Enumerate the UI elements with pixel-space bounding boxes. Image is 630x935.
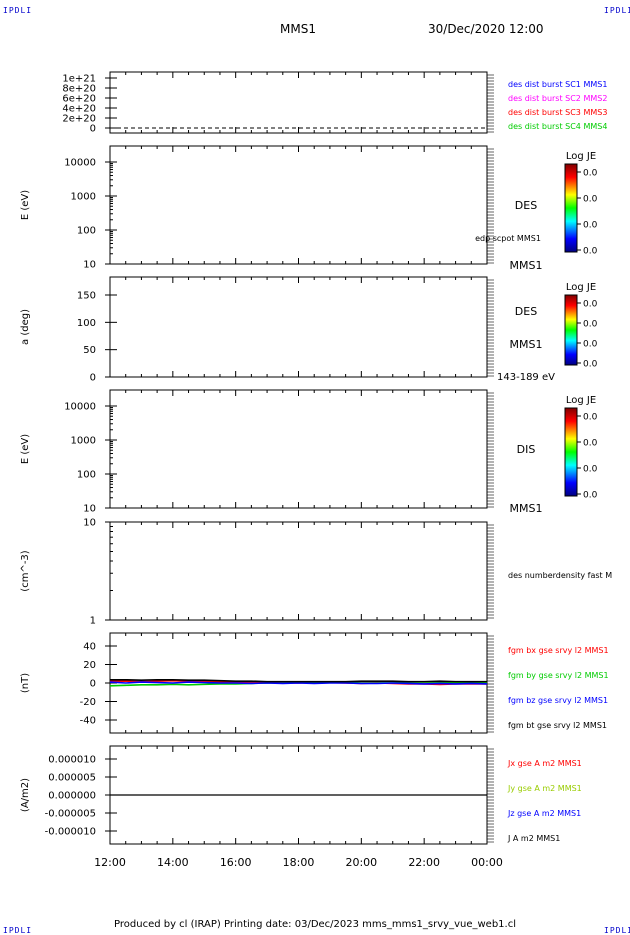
y-tick-label: 10 [83, 504, 96, 515]
y-tick-label: 0.000005 [48, 773, 96, 784]
y-tick-label: 6e+20 [62, 94, 96, 105]
y-tick-label: -20 [80, 697, 96, 708]
field-series-4 [110, 678, 487, 683]
x-tick-label: 14:00 [157, 856, 189, 869]
legend-6-4: fgm bt gse srvy l2 MMS1 [508, 721, 607, 730]
colorbar-3-tick-label: 0.0 [583, 320, 598, 330]
legend-6-2: fgm by gse srvy l2 MMS1 [508, 671, 609, 680]
legend-1-1: des dist burst SC1 MMS1 [508, 80, 607, 89]
x-tick-label: 00:00 [471, 856, 503, 869]
y-tick-label: 0 [90, 373, 96, 384]
corner-tag-bottom-left: IPDLI [3, 926, 33, 935]
x-tick-label: 12:00 [94, 856, 126, 869]
panel-5-frame [109, 521, 488, 621]
colorbar-3-tick-label: 0.0 [583, 340, 598, 350]
panel-2-ylabel: E (eV) [20, 190, 31, 220]
heatmap-2-side-label-2: edp scpot MMS1 [475, 234, 541, 243]
colorbar-3-tick-label: 0.0 [583, 300, 598, 310]
colorbar-2-tick-label: 0.0 [583, 195, 598, 205]
y-tick-label: 100 [77, 318, 96, 329]
y-tick-label: 20 [83, 660, 96, 671]
x-tick-label: 18:00 [283, 856, 315, 869]
heatmap-2-side-label-3: MMS1 [510, 259, 543, 272]
y-tick-label: 0.000000 [48, 791, 96, 802]
heatmap-4-side-label-1: DIS [517, 443, 536, 456]
legend-7-2: Jy gse A m2 MMS1 [507, 784, 582, 793]
y-tick-label: 10000 [64, 402, 96, 413]
x-tick-label: 22:00 [408, 856, 440, 869]
panel-3-ylabel: a (deg) [20, 309, 31, 345]
y-tick-label: 0.000010 [48, 755, 96, 766]
x-tick-label: 16:00 [220, 856, 252, 869]
y-tick-label: 1000 [71, 192, 96, 203]
colorbar-2-title: Log JE [566, 151, 596, 162]
panel-2-frame [109, 145, 488, 265]
corner-tag-left: IPDLI [3, 6, 33, 15]
y-tick-label: -40 [80, 716, 96, 727]
y-tick-label: 150 [77, 291, 96, 302]
y-tick-label: 0 [90, 679, 96, 690]
legend-7-3: Jz gse A m2 MMS1 [507, 809, 581, 818]
heatmap-3-side-label-3: 143-189 eV [497, 372, 555, 383]
colorbar-2-tick-label: 0.0 [583, 221, 598, 231]
colorbar-4-title: Log JE [566, 395, 596, 406]
corner-tag-bottom-right: IPDLI [604, 926, 630, 935]
colorbar-4-bar [564, 407, 578, 497]
colorbar-4-tick-label: 0.0 [583, 439, 598, 449]
y-tick-label: 4e+20 [62, 104, 96, 115]
colorbar-3-tick-label: 0.0 [583, 360, 598, 370]
y-tick-label: 2e+20 [62, 114, 96, 125]
y-tick-label: 8e+20 [62, 84, 96, 95]
panel-7-ylabel: (A/m2) [20, 778, 31, 812]
y-tick-label: 10 [83, 260, 96, 271]
corner-tag-right: IPDLI [604, 6, 630, 15]
heatmap-3-side-label-2: MMS1 [510, 338, 543, 351]
colorbar-2-tick-label: 0.0 [583, 169, 598, 179]
y-tick-label: 100 [77, 226, 96, 237]
legend-7-4: J A m2 MMS1 [507, 834, 560, 843]
y-tick-label: 100 [77, 470, 96, 481]
colorbar-2-bar [564, 163, 578, 253]
y-tick-label: 1000 [71, 436, 96, 447]
footer-credit: Produced by cl (IRAP) Printing date: 03/… [114, 919, 516, 930]
x-tick-label: 20:00 [345, 856, 377, 869]
y-tick-label: -0.000010 [45, 827, 96, 838]
legend-1-2: des dist burst SC2 MMS2 [508, 94, 607, 103]
y-tick-label: 40 [83, 642, 96, 653]
y-tick-label: 50 [83, 345, 96, 356]
y-tick-label: 10000 [64, 158, 96, 169]
colorbar-3-title: Log JE [566, 282, 596, 293]
panel-3-frame [109, 276, 488, 378]
legend-5-1: des numberdensity fast M [508, 571, 612, 580]
heatmap-3-side-label-1: DES [515, 305, 537, 318]
y-tick-label: 1e+21 [62, 74, 96, 85]
colorbar-4-tick-label: 0.0 [583, 413, 598, 423]
legend-7-1: Jx gse A m2 MMS1 [507, 759, 582, 768]
y-tick-label: 0 [90, 124, 96, 135]
colorbar-2-tick-label: 0.0 [583, 247, 598, 257]
colorbar-4-tick-label: 0.0 [583, 491, 598, 501]
panel-5-ylabel: (cm^-3) [20, 550, 31, 591]
legend-1-4: des dist burst SC4 MMS4 [508, 122, 607, 131]
heatmap-4-side-label-2: MMS1 [510, 502, 543, 515]
field-series-3 [109, 681, 488, 685]
legend-1-3: des dist burst SC3 MMS3 [508, 108, 607, 117]
panel-1-frame [109, 71, 488, 134]
datetime-label: 30/Dec/2020 12:00 [428, 22, 544, 36]
y-tick-label: -0.000005 [45, 809, 96, 820]
y-tick-label: 1 [90, 616, 96, 627]
spacecraft-label: MMS1 [280, 22, 316, 36]
panel-4-ylabel: E (eV) [20, 434, 31, 464]
legend-6-1: fgm bx gse srvy l2 MMS1 [508, 646, 609, 655]
panel-6-ylabel: (nT) [20, 673, 31, 693]
colorbar-3-bar [564, 294, 578, 366]
y-tick-label: 10 [83, 518, 96, 529]
panel-4-frame [109, 389, 488, 509]
legend-6-3: fgm bz gse srvy l2 MMS1 [508, 696, 608, 705]
heatmap-2-side-label-1: DES [515, 199, 537, 212]
colorbar-4-tick-label: 0.0 [583, 465, 598, 475]
